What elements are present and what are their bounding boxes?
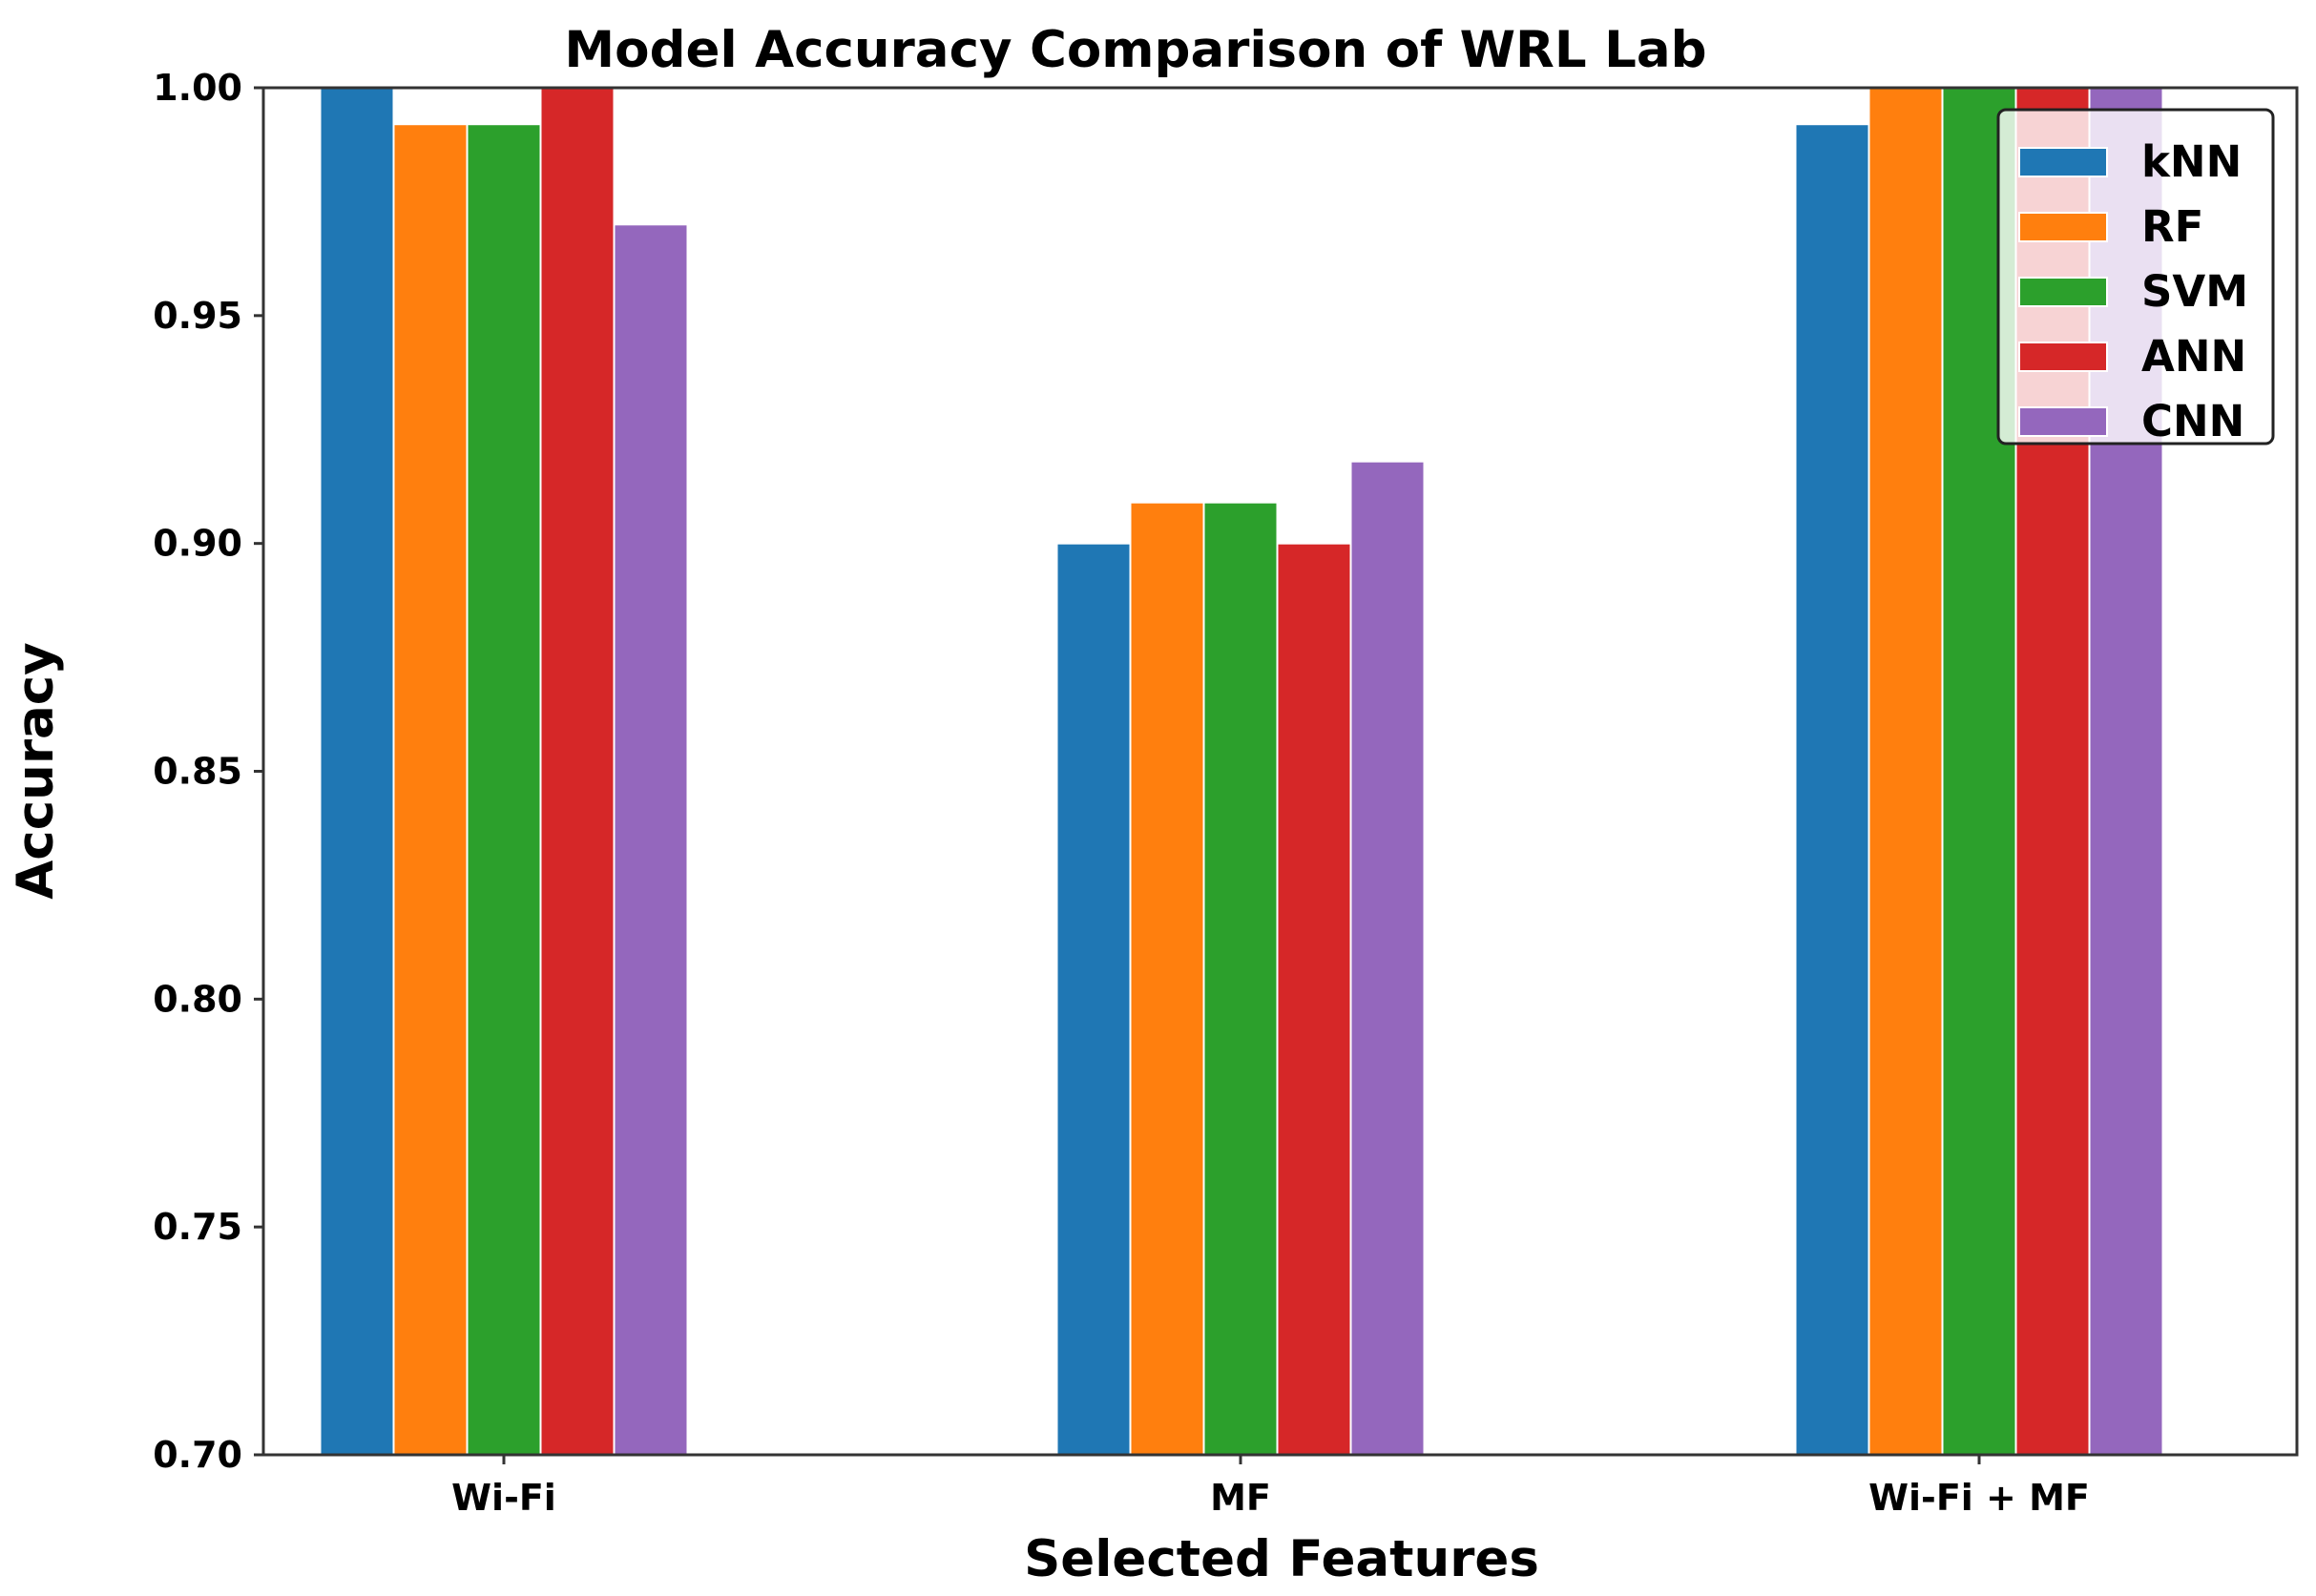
legend-label-svm: SVM xyxy=(2141,266,2248,317)
y-tick-label: 0.80 xyxy=(153,978,242,1020)
bar-ann-mf xyxy=(1276,542,1352,1456)
bar-rf-wi-fi-mf xyxy=(1867,87,1944,1456)
bar-rf-mf xyxy=(1129,501,1205,1456)
bar-cnn-wi-fi xyxy=(613,223,689,1456)
x-axis: Wi-Fi MF Wi-Fi + MF xyxy=(451,1455,2090,1519)
legend-swatch-svm xyxy=(2018,277,2108,307)
chart-title: Model Accuracy Comparison of WRL Lab xyxy=(564,21,1706,79)
y-tick-label: 0.90 xyxy=(153,523,242,565)
bar-rf-wi-fi xyxy=(392,123,469,1456)
x-tick-label: Wi-Fi + MF xyxy=(1868,1477,2090,1519)
bar-svm-mf xyxy=(1202,501,1279,1456)
bar-knn-wi-fi-mf xyxy=(1794,123,1870,1456)
bar-cnn-mf xyxy=(1349,460,1426,1457)
y-tick-label: 0.85 xyxy=(153,751,242,793)
legend-label-rf: RF xyxy=(2141,201,2203,252)
bar-knn-mf xyxy=(1055,542,1132,1456)
y-tick-label: 1.00 xyxy=(153,67,242,109)
legend: kNN RF SVM ANN CNN xyxy=(1996,108,2275,446)
x-axis-label: Selected Features xyxy=(1024,1530,1539,1588)
x-tick-label: Wi-Fi xyxy=(451,1477,556,1519)
bars-group xyxy=(319,87,2164,1457)
bar-ann-wi-fi xyxy=(539,87,616,1456)
y-tick-label: 0.75 xyxy=(153,1206,242,1248)
bar-svm-wi-fi xyxy=(466,123,542,1456)
legend-swatch-rf xyxy=(2018,212,2108,242)
y-tick-label: 0.70 xyxy=(153,1434,242,1476)
y-axis: 0.70 0.75 0.80 0.85 0.90 0.95 1.00 xyxy=(153,67,263,1476)
bar-knn-wi-fi xyxy=(319,87,395,1456)
legend-label-cnn: CNN xyxy=(2141,396,2244,446)
legend-swatch-ann xyxy=(2018,342,2108,372)
x-tick-label: MF xyxy=(1210,1477,1271,1519)
legend-swatch-cnn xyxy=(2018,406,2108,437)
legend-label-knn: kNN xyxy=(2141,136,2242,187)
legend-swatch-knn xyxy=(2018,147,2108,177)
y-axis-label: Accuracy xyxy=(7,642,65,899)
legend-label-ann: ANN xyxy=(2141,331,2246,382)
y-tick-label: 0.95 xyxy=(153,295,242,337)
